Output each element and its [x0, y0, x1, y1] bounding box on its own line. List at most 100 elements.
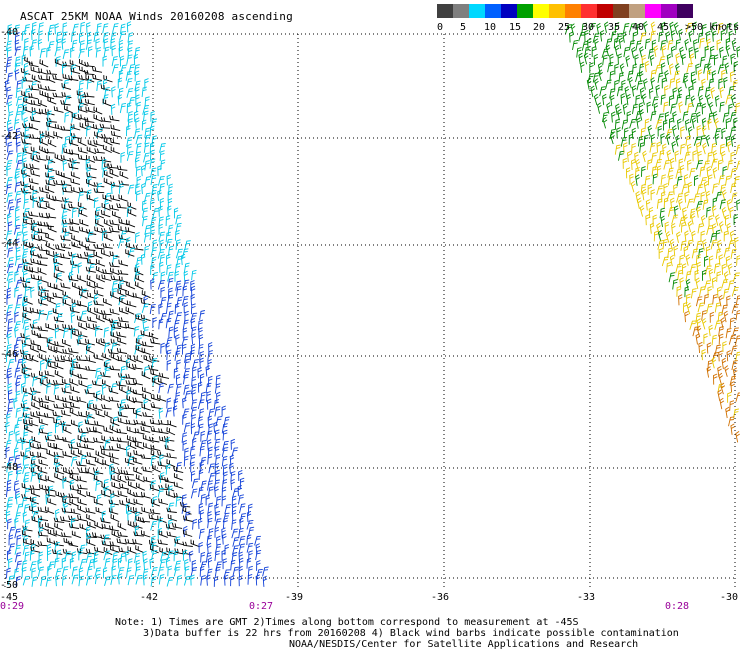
wind-barb: [695, 102, 703, 113]
wind-barb: [680, 126, 685, 138]
wind-barb: [214, 406, 221, 417]
wind-barb: [157, 461, 168, 467]
wind-barb: [85, 467, 95, 476]
wind-barb: [53, 403, 64, 409]
wind-barb: [730, 423, 735, 435]
wind-barb: [255, 568, 263, 579]
wind-barb: [78, 74, 89, 81]
wind-barb: [31, 390, 37, 401]
wind-barb: [94, 567, 102, 578]
wind-barb: [663, 197, 669, 209]
wind-barb: [109, 169, 119, 178]
wind-barb: [140, 454, 152, 460]
wind-barb: [667, 167, 674, 178]
wind-barb: [693, 193, 701, 204]
wind-barb: [725, 328, 732, 339]
wind-barb: [16, 503, 23, 514]
wind-barb: [650, 69, 656, 81]
wind-barb: [626, 94, 631, 106]
wind-barb: [684, 230, 689, 242]
latitude-label: -40: [0, 27, 19, 38]
wind-barb: [221, 447, 229, 458]
wind-barb: [254, 535, 261, 546]
wind-barb: [184, 310, 189, 322]
wind-barb: [643, 134, 649, 146]
wind-barb: [30, 471, 37, 482]
wind-barb: [651, 96, 659, 107]
wind-barb: [671, 214, 679, 225]
wind-barb: [125, 306, 135, 315]
wind-barb: [126, 88, 134, 98]
wind-barb: [730, 248, 737, 259]
wind-barb: [37, 451, 47, 459]
wind-barb: [69, 218, 80, 225]
wind-barb: [87, 399, 94, 411]
wind-barb: [71, 329, 81, 338]
wind-barb: [699, 56, 706, 67]
wind-barb: [721, 207, 727, 219]
wind-barb: [639, 32, 647, 43]
wind-barb: [631, 158, 636, 171]
wind-barb: [696, 184, 704, 195]
wind-barb: [221, 479, 228, 490]
wind-barb: [5, 486, 12, 498]
wind-barb: [609, 70, 615, 82]
wind-barb: [116, 331, 127, 338]
wind-barb: [175, 334, 180, 346]
wind-barb: [674, 150, 680, 162]
scale-swatch: [645, 4, 661, 18]
wind-barb: [160, 551, 167, 562]
wind-barb: [23, 162, 34, 171]
wind-barb: [205, 552, 212, 563]
western-swath: [5, 21, 269, 587]
wind-barb: [665, 231, 671, 243]
wind-barb: [79, 122, 89, 131]
wind-barb: [704, 265, 712, 276]
wind-barb: [183, 422, 191, 433]
wind-barb: [78, 567, 84, 579]
wind-barb: [605, 38, 612, 49]
wind-barb: [126, 426, 137, 434]
wind-barb: [672, 111, 677, 123]
wind-barb: [639, 87, 645, 99]
wind-barb: [38, 99, 48, 108]
wind-barb: [5, 134, 11, 146]
wind-barb: [14, 24, 20, 35]
wind-barb: [53, 346, 63, 354]
wind-barb: [103, 46, 110, 57]
wind-barb: [7, 470, 13, 482]
wind-barb: [167, 419, 177, 428]
wind-barb: [46, 382, 52, 394]
wind-barb: [649, 54, 655, 66]
wind-barb: [149, 199, 155, 211]
wind-barb: [717, 311, 724, 322]
wind-barb: [214, 526, 219, 538]
wind-barb: [86, 451, 97, 459]
wind-barb: [660, 62, 666, 74]
wind-barb: [126, 78, 133, 89]
wind-barb: [37, 443, 48, 450]
wind-barb: [198, 528, 205, 539]
wind-barb: [29, 133, 41, 140]
wind-barb: [732, 367, 738, 379]
wind-barb: [47, 296, 57, 305]
wind-barb: [697, 223, 704, 234]
wind-barb: [118, 234, 129, 241]
wind-barb: [173, 466, 184, 474]
wind-barb: [29, 442, 40, 450]
wind-barb: [94, 546, 105, 554]
wind-barb: [135, 134, 143, 145]
wind-barb: [697, 86, 704, 97]
wind-barb: [700, 230, 706, 242]
wind-barb: [101, 489, 111, 498]
wind-barb: [134, 525, 140, 537]
wind-barb: [158, 216, 164, 227]
wind-barb: [84, 437, 95, 444]
wind-barb: [686, 302, 692, 315]
wind-barb: [6, 192, 13, 203]
wind-barb: [140, 530, 151, 538]
wind-barb: [224, 574, 229, 586]
wind-barb: [54, 341, 65, 348]
wind-barb: [134, 511, 140, 523]
wind-barb: [715, 191, 723, 202]
